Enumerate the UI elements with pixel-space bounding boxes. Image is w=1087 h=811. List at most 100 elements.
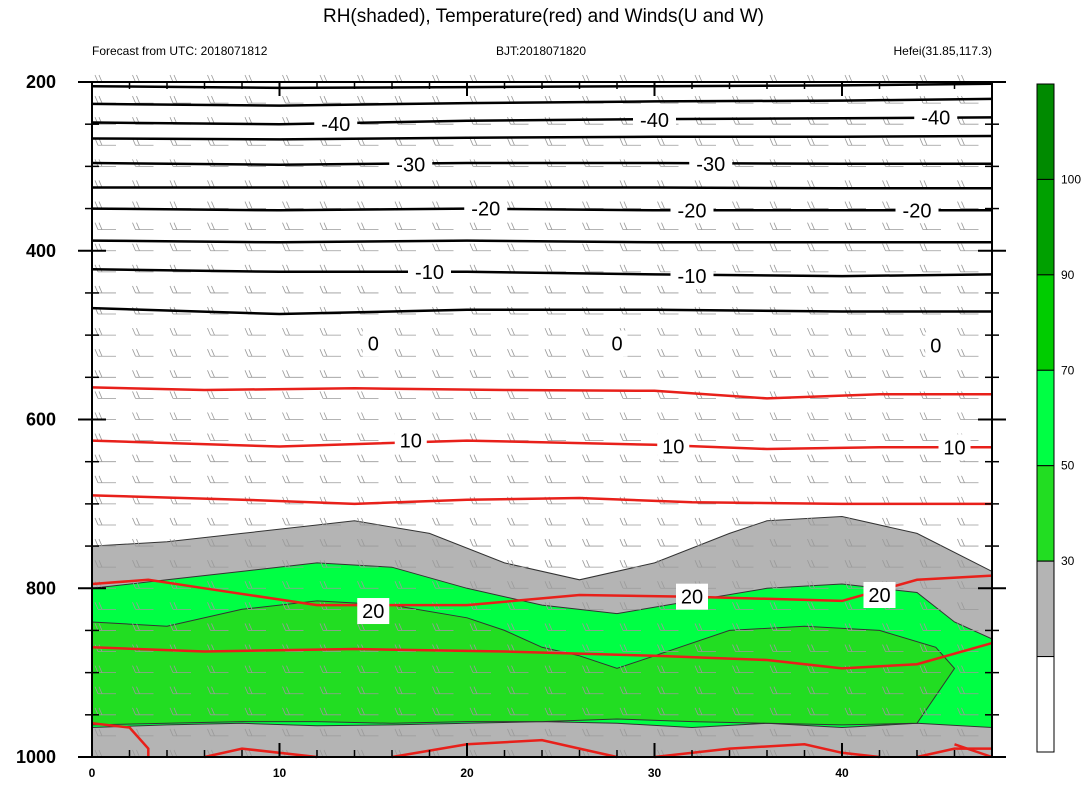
wind-barb-flag — [361, 728, 365, 737]
wind-barb-flag — [244, 391, 249, 399]
wind-barb-flag — [94, 538, 99, 547]
wind-barb-flag — [211, 327, 215, 336]
wind-barb-flag — [98, 412, 103, 420]
wind-barb-flag — [436, 412, 440, 420]
wind-barb-flag — [769, 285, 774, 294]
wind-barb-flag — [923, 433, 928, 441]
wind-barb-flag — [961, 538, 965, 547]
wind-barb-flag — [357, 623, 361, 631]
wind-barb-flag — [886, 454, 890, 462]
wind-barb-flag — [248, 581, 253, 589]
wind-barb-flag — [136, 475, 140, 483]
wind-barb-flag — [507, 623, 511, 631]
wind-barb-flag — [736, 644, 740, 652]
wind-barb-flag — [807, 285, 811, 294]
wind-barb-flag — [211, 602, 215, 610]
wind-barb-flag — [211, 201, 215, 209]
wind-barb-flag — [811, 264, 815, 273]
wind-barb-flag — [507, 686, 511, 694]
wind-barb-flag — [398, 623, 403, 631]
wind-barb-flag — [957, 749, 961, 758]
wind-barb-flag — [394, 327, 399, 336]
wind-barb-flag — [544, 665, 549, 673]
wind-barb-flag — [844, 180, 849, 188]
wind-barb-flag — [957, 74, 961, 83]
wind-barb-flag — [436, 707, 440, 715]
wind-barb-flag — [923, 412, 928, 420]
wind-barb-flag — [586, 602, 590, 610]
wind-barb-flag — [282, 581, 286, 589]
wind-barb-flag — [623, 285, 628, 294]
wind-barb-flag — [357, 391, 361, 399]
wind-barb-flag — [207, 475, 211, 483]
wind-barb-flag — [319, 433, 324, 441]
wind-barb-flag — [698, 180, 703, 188]
wind-barb-flag — [961, 327, 965, 336]
wind-barb-flag — [886, 370, 890, 378]
wind-barb-flag — [169, 391, 174, 399]
wind-barb-flag — [544, 391, 549, 399]
wind-barb-flag — [361, 222, 365, 230]
wind-barb-flag — [211, 581, 215, 589]
wind-barb-flag — [961, 559, 965, 568]
isotherm-label: 0 — [930, 335, 941, 357]
wind-barb-flag — [511, 138, 515, 146]
wind-barb-flag — [469, 327, 474, 336]
wind-barb-flag — [394, 559, 399, 568]
wind-barb-flag — [357, 686, 361, 694]
wind-barb-flag — [919, 243, 924, 251]
wind-barb-flag — [94, 243, 99, 251]
wind-barb-flag — [773, 433, 778, 441]
colorbar-box — [1036, 274, 1055, 371]
wind-barb-flag — [844, 707, 849, 715]
wind-barb-flag — [248, 349, 253, 357]
isotherm-red — [91, 386, 992, 400]
wind-barb-flag — [923, 285, 928, 294]
isotherm-label-bg — [670, 263, 714, 290]
wind-barb-flag — [886, 644, 890, 652]
wind-barb-flag — [282, 623, 286, 631]
wind-barb-flag — [98, 538, 103, 547]
wind-barb-flag — [248, 74, 253, 83]
wind-barb-flag — [136, 412, 140, 420]
wind-barb-flag — [769, 201, 774, 209]
wind-barb-flag — [548, 707, 553, 715]
wind-barb-flag — [398, 559, 403, 568]
wind-barb-flag — [586, 665, 590, 673]
wind-barb-flag — [923, 707, 928, 715]
wind-barb-flag — [473, 728, 478, 737]
wind-barb-flag — [848, 475, 853, 483]
wind-barb-flag — [923, 686, 928, 694]
wind-barb-flag — [98, 95, 103, 104]
wind-barb-flag — [732, 454, 736, 462]
wind-barb-flag — [286, 327, 290, 336]
wind-barb-flag — [586, 686, 590, 694]
wind-barb-flag — [548, 686, 553, 694]
isotherm-red — [91, 494, 992, 506]
wind-barb-flag — [732, 180, 736, 188]
wind-barb-flag — [469, 728, 474, 737]
isotherm-label-bg — [863, 582, 896, 608]
wind-barb-flag — [319, 201, 324, 209]
wind-barb-flag — [436, 749, 440, 758]
wind-barb-flag — [882, 285, 886, 294]
wind-barb-flag — [811, 412, 815, 420]
wind-barb-flag — [923, 538, 928, 547]
wind-barb-flag — [323, 74, 328, 83]
wind-barb-flag — [244, 581, 249, 589]
wind-barb-flag — [844, 222, 849, 230]
wind-barb-flag — [844, 327, 849, 336]
wind-barb-flag — [586, 559, 590, 568]
isotherm-red — [91, 439, 992, 451]
wind-barb-flag — [94, 496, 99, 505]
wind-barb-flag — [582, 707, 586, 715]
wind-barb-flag — [511, 264, 515, 273]
isotherm-black — [91, 116, 993, 126]
wind-barb-flag — [661, 581, 665, 589]
wind-barb-flag — [323, 728, 328, 737]
wind-barb-flag — [244, 665, 249, 673]
wind-barb-flag — [432, 74, 436, 83]
wind-barb-flag — [732, 370, 736, 378]
wind-barb-flag — [811, 644, 815, 652]
